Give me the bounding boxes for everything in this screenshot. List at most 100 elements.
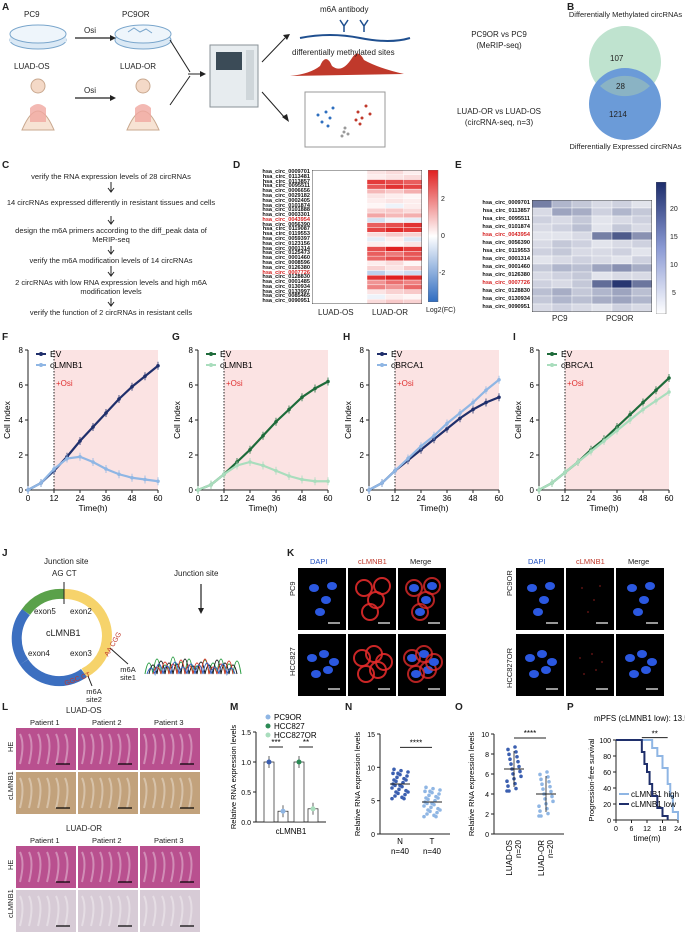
y-axis-label: Cell Index — [513, 400, 523, 439]
x-tick-label: 0 — [26, 494, 31, 503]
x-tick-label: 60 — [324, 494, 333, 503]
d-cell — [366, 184, 386, 190]
y-axis-label: Cell Index — [343, 400, 353, 439]
x-tick-label: 12 — [50, 494, 59, 503]
panel-letter-o: O — [455, 702, 463, 713]
e-row-label: hsa_circ_0001314 — [482, 256, 530, 262]
y-tick-label: 4 — [19, 416, 24, 425]
osi-label: +Osi — [567, 379, 584, 388]
d-cell — [385, 193, 404, 199]
data-point — [143, 477, 147, 482]
a-osi-label-2: Osi — [84, 86, 96, 95]
d-cell — [330, 170, 349, 175]
data-point — [432, 802, 436, 807]
y-tick-label: 0 — [189, 486, 194, 495]
data-point — [274, 468, 278, 473]
data-point — [394, 779, 398, 784]
panel-letter-j: J — [2, 548, 8, 559]
d-cell — [312, 184, 331, 190]
d-cell — [403, 246, 422, 252]
p-xlabel: time(m) — [633, 834, 660, 843]
c-step-6: verify the function of 2 circRNAs in res… — [29, 308, 193, 317]
data-point — [390, 786, 394, 790]
data-point — [404, 778, 408, 782]
b-overlap: 28 — [616, 82, 625, 91]
d-cell — [312, 236, 331, 242]
d-cell — [312, 227, 331, 233]
a-compare1: PC9OR vs PC9 — [471, 30, 527, 39]
x-tick-label: 60 — [154, 494, 163, 503]
d-row-label: hsa_circ_0007726 — [262, 269, 310, 276]
d-cell — [385, 260, 404, 266]
d-cell — [312, 241, 331, 247]
y-tick-label: 0 — [360, 486, 365, 495]
d-cell — [385, 275, 404, 281]
d-cell — [330, 284, 349, 290]
d-row-label: hsa_circ_0126380 — [262, 264, 310, 271]
e-cell — [591, 279, 613, 289]
e-cell — [571, 247, 593, 257]
d-cell — [366, 188, 386, 195]
data-point — [507, 752, 511, 757]
k-row-pc9: PC9 — [288, 581, 297, 596]
data-point — [395, 775, 399, 780]
d-cell — [385, 255, 404, 262]
x-tick-label: 36 — [443, 494, 452, 503]
nucleus — [547, 658, 557, 666]
data-point — [516, 759, 520, 764]
data-point — [130, 384, 134, 389]
d-cell — [366, 241, 386, 247]
data-point — [406, 790, 410, 794]
e-cell — [611, 223, 633, 233]
nucleus — [541, 666, 551, 674]
d-cell — [312, 299, 331, 304]
b-venn — [589, 26, 661, 140]
data-point — [406, 770, 410, 774]
k-header-clmnb1-r: cLMNB1 — [576, 557, 605, 566]
d-cell — [385, 232, 404, 238]
weak-signal — [595, 669, 597, 671]
panel-letter-c: C — [2, 160, 10, 171]
e-cell — [631, 239, 652, 249]
data-point — [538, 772, 542, 777]
x-tick-label: 0 — [367, 494, 372, 503]
ihc-image-tile — [16, 890, 76, 932]
d-cell — [366, 270, 386, 276]
data-point — [424, 785, 428, 790]
data-point — [435, 810, 439, 815]
data-point — [326, 479, 330, 484]
d-cell — [385, 174, 404, 180]
e-cell — [571, 207, 593, 217]
x-tick-label: 24 — [587, 494, 596, 503]
d-cell — [330, 246, 349, 252]
d-cell — [312, 284, 331, 290]
panel-letter-n: N — [345, 702, 353, 713]
nucleus — [641, 666, 651, 674]
d-tick-0: 0 — [441, 233, 445, 240]
e-cell — [611, 287, 633, 297]
data-point — [248, 447, 252, 452]
data-point — [39, 481, 43, 485]
nucleus — [315, 608, 325, 616]
nucleus — [525, 654, 535, 662]
e-cell — [571, 271, 593, 281]
d-cell — [312, 208, 331, 214]
d-cell — [348, 208, 368, 214]
y-tick-label: 8 — [189, 346, 194, 355]
d-cell — [330, 236, 349, 242]
data-point — [313, 479, 317, 484]
ihc-image-tile — [16, 728, 76, 770]
c-step-4: verify the m6A modification levels of 14… — [29, 256, 193, 265]
d-cell — [312, 265, 331, 271]
if-image-tile — [516, 634, 564, 696]
j-junction-label-2: Junction site — [174, 569, 219, 578]
e-cell — [532, 215, 553, 225]
weak-signal — [599, 585, 601, 587]
x-tick-label: 48 — [469, 494, 478, 503]
d-cell — [312, 232, 331, 238]
e-tick-5: 5 — [672, 290, 676, 297]
d-cell — [312, 179, 331, 185]
